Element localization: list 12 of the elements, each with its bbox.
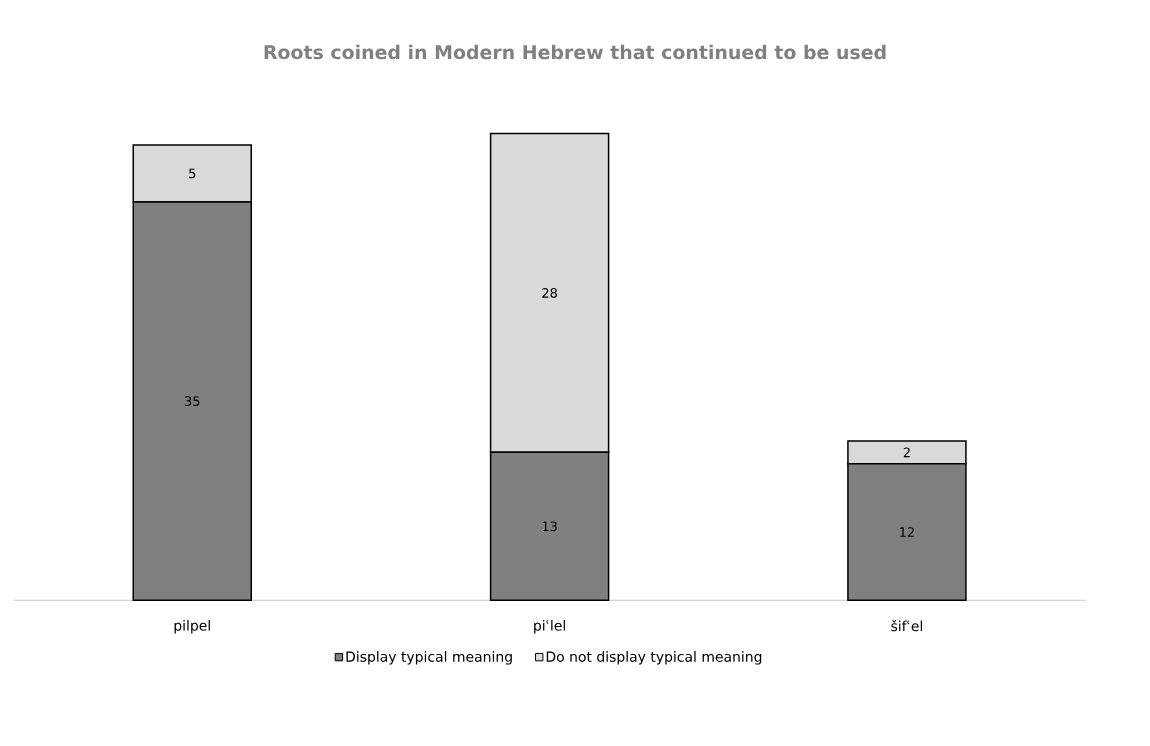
x-tick-label: pilpel xyxy=(174,619,210,634)
x-tick-label: piʿlel xyxy=(534,619,565,634)
x-tick-label: šifʿel xyxy=(891,619,923,632)
data-label: 12 xyxy=(900,527,914,537)
chart-title: Roots coined in Modern Hebrew that continued to be used xyxy=(264,44,886,60)
legend-label: Display typical meaning xyxy=(346,651,512,665)
data-label: 2 xyxy=(903,447,910,458)
data-label: 35 xyxy=(185,396,200,406)
data-label: 5 xyxy=(189,168,196,179)
data-label: 13 xyxy=(542,521,557,532)
data-label: 28 xyxy=(542,288,557,298)
legend-label: Do not display typical meaning xyxy=(546,651,762,665)
